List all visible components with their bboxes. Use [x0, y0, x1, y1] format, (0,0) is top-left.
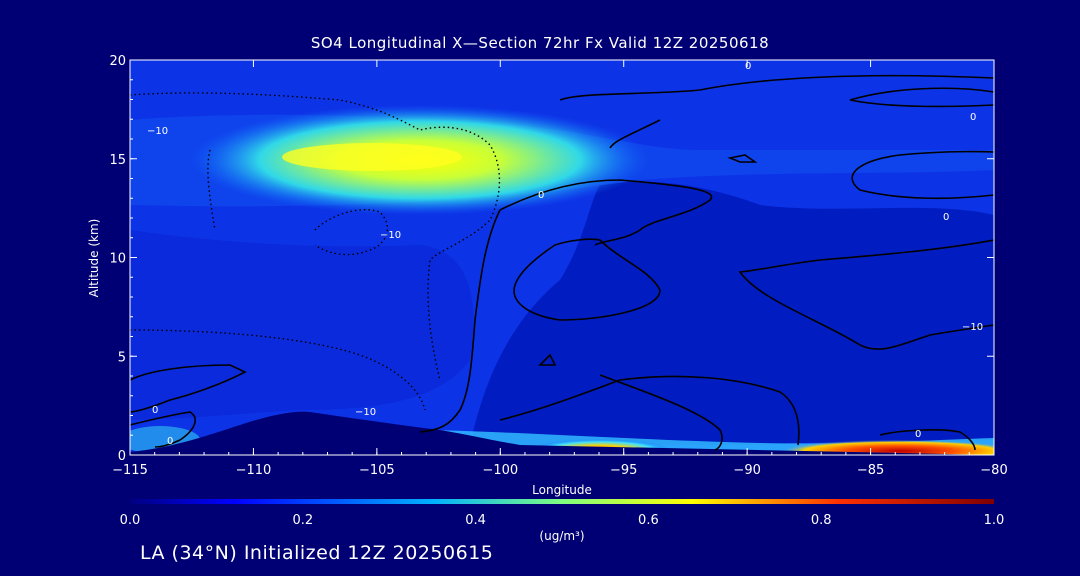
- chart-title: SO4 Longitudinal X—Section 72hr Fx Valid…: [310, 34, 770, 52]
- low-region-west: [130, 230, 474, 420]
- contour-label: 0: [745, 61, 751, 72]
- contour-lines: [130, 74, 994, 451]
- y-tick-label: 5: [118, 350, 126, 365]
- contour-label: 0: [538, 190, 544, 201]
- colorbar-tick-label: 0.0: [120, 513, 141, 528]
- colorbar-unit: (ug/m³): [539, 529, 584, 543]
- contour-label: 0: [970, 112, 976, 123]
- contour-label: −10: [147, 126, 168, 137]
- y-tick-label: 0: [118, 449, 126, 464]
- colorbar-tick-label: 0.2: [292, 513, 313, 528]
- colorbar-tick-label: 0.4: [465, 513, 486, 528]
- footer-caption: LA (34°N) Initialized 12Z 20250615: [140, 542, 494, 564]
- contour-labels: 0 0 0 −10 −10 −10 0 0 −10 0 0: [147, 61, 983, 447]
- contour-label: −10: [355, 407, 376, 418]
- x-tick-label: −80: [980, 463, 1007, 478]
- x-tick-label: −95: [610, 463, 637, 478]
- contour-label: 0: [167, 436, 173, 447]
- y-axis: 0 5 10 15 20: [109, 54, 994, 464]
- y-tick-label: 10: [109, 252, 126, 267]
- x-tick-label: −110: [236, 463, 272, 478]
- concentration-field: 0 0 0 −10 −10 −10 0 0 −10 0 0: [130, 60, 994, 455]
- x-tick-label: −90: [733, 463, 760, 478]
- colorbar-tick-label: 0.8: [811, 513, 832, 528]
- contour-label: −10: [380, 230, 401, 241]
- y-axis-label: Altitude (km): [87, 219, 101, 298]
- x-tick-label: −105: [359, 463, 395, 478]
- y-tick-label: 15: [109, 153, 126, 168]
- colorbar-tick-label: 0.6: [638, 513, 659, 528]
- colorbar-ticks: 0.0 0.2 0.4 0.6 0.8 1.0: [120, 513, 1005, 528]
- colorbar: [130, 499, 994, 504]
- contour-label: 0: [915, 429, 921, 440]
- terrain: [130, 411, 994, 455]
- colorbar-tick-label: 1.0: [984, 513, 1005, 528]
- surface-maximum-east: [780, 440, 994, 455]
- contour-label: 0: [152, 405, 158, 416]
- x-tick-label: −100: [482, 463, 518, 478]
- upper-core: [282, 143, 462, 171]
- contour-label: −10: [962, 322, 983, 333]
- y-tick-label: 20: [109, 54, 126, 69]
- x-tick-label: −115: [112, 463, 148, 478]
- x-axis: −115 −110 −105 −100 −95 −90 −85 −80: [112, 60, 1008, 478]
- x-axis-label: Longitude: [532, 483, 592, 497]
- low-region-east: [470, 181, 994, 446]
- dotted-contours: [130, 92, 501, 411]
- contour-label: 0: [943, 212, 949, 223]
- x-tick-label: −85: [857, 463, 884, 478]
